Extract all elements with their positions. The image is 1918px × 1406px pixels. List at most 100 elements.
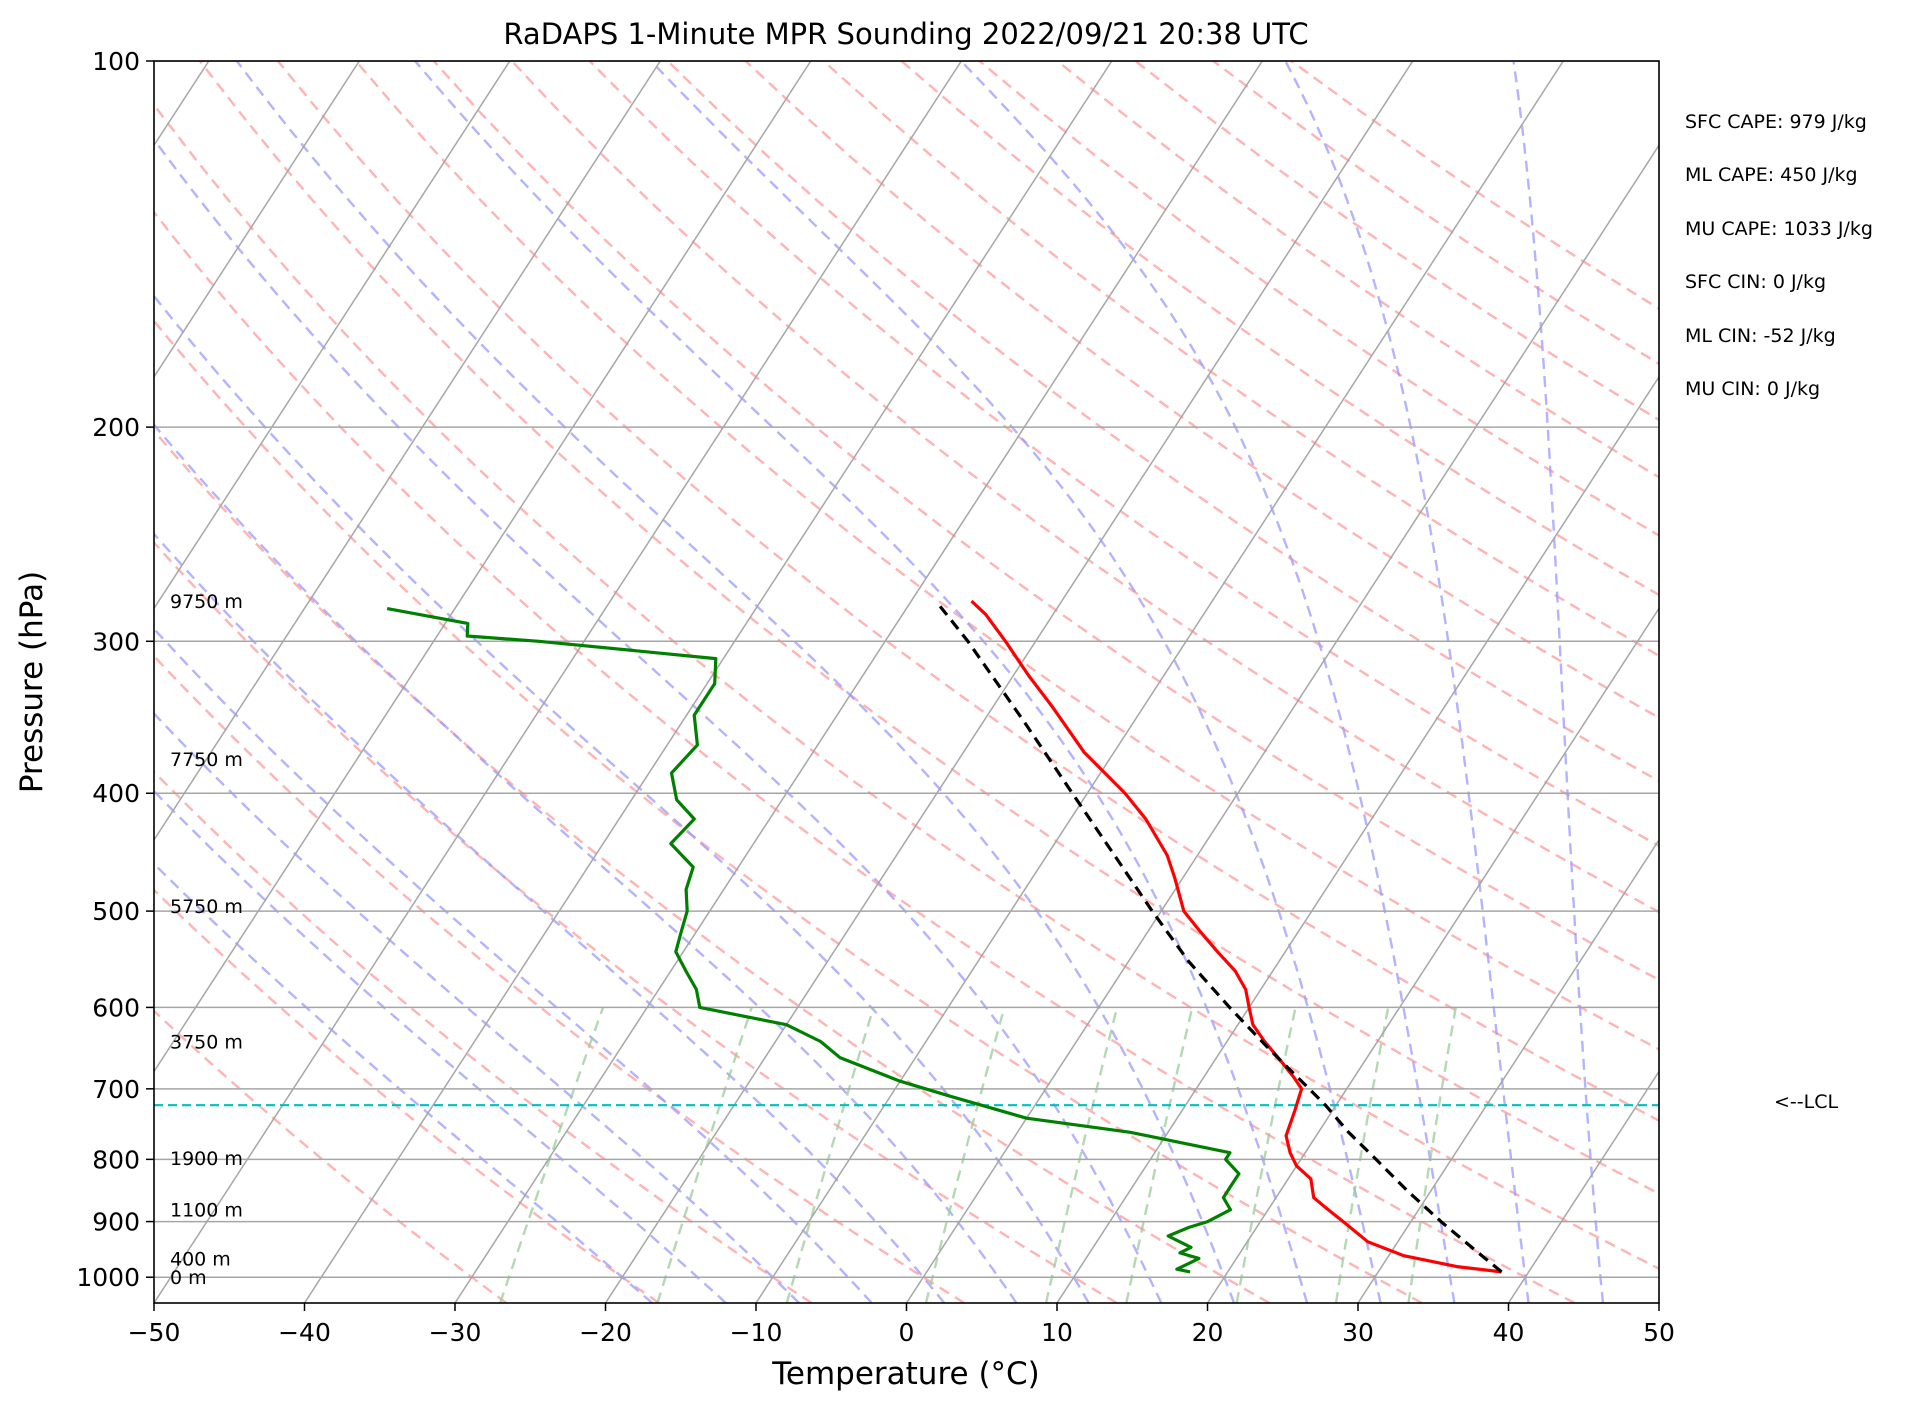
dry-adiabat: [154, 540, 1118, 1303]
dewpoint-line: [386, 607, 1241, 1274]
y-tick-label: 400: [92, 779, 140, 808]
dry-adiabat: [1212, 61, 1659, 366]
dry-adiabat: [744, 61, 1659, 720]
dry-adiabat: [198, 61, 1659, 1196]
mixing-ratio-line: [785, 1007, 875, 1303]
mixing-ratio-line: [1235, 1007, 1297, 1303]
isotherm: [604, 61, 1414, 1303]
isotherm: [1507, 1070, 1659, 1303]
mixing-ratio-line: [656, 1007, 753, 1303]
stat-sfc-cin: SFC CIN: 0 J/kg: [1685, 271, 1827, 293]
isotherm: [1206, 607, 1659, 1303]
x-tick-label: 10: [1041, 1318, 1073, 1347]
dry-adiabat: [978, 61, 1659, 537]
height-label: 1900 m: [170, 1148, 243, 1170]
y-tick-label: 500: [92, 897, 140, 926]
x-tick-label: 0: [899, 1318, 915, 1347]
height-label: 3750 m: [170, 1031, 243, 1053]
dry-adiabat: [822, 61, 1659, 658]
x-tick-label: −50: [128, 1318, 181, 1347]
y-tick-label: 1000: [76, 1263, 140, 1292]
stat-ml-cin: ML CIN: -52 J/kg: [1685, 325, 1836, 347]
dry-adiabat: [666, 61, 1659, 783]
y-tick-label: 200: [92, 413, 140, 442]
dry-adiabat: [1134, 61, 1659, 422]
x-tick-label: 50: [1643, 1318, 1675, 1347]
plot-grid: [154, 61, 1659, 1303]
moist-adiabat: [1284, 61, 1530, 1303]
y-tick-label: 600: [92, 993, 140, 1022]
x-axis-label: Temperature (°C): [771, 1356, 1040, 1392]
stat-ml-cape: ML CAPE: 450 J/kg: [1685, 164, 1858, 186]
isotherm: [154, 61, 812, 1073]
x-tick-label: 30: [1342, 1318, 1374, 1347]
dry-adiabat: [588, 61, 1659, 848]
height-label: 0 m: [170, 1267, 207, 1289]
plot-series: [154, 599, 1659, 1274]
parcel-line: [937, 603, 1503, 1274]
y-tick-label: 100: [92, 47, 140, 76]
x-tick-label: 40: [1493, 1318, 1525, 1347]
dry-adiabat: [354, 61, 1659, 1051]
mixing-ratio-line: [1407, 1007, 1457, 1303]
moist-adiabat: [154, 532, 946, 1303]
isotherm: [1658, 1301, 1659, 1303]
background-guide-lines: [154, 61, 1659, 1303]
y-tick-label: 800: [92, 1145, 140, 1174]
moist-adiabat: [154, 627, 873, 1303]
chart-title: RaDAPS 1-Minute MPR Sounding 2022/09/21 …: [503, 17, 1308, 51]
lcl-label: <--LCL: [1774, 1091, 1839, 1113]
height-label: 7750 m: [170, 749, 243, 771]
moist-adiabat: [235, 61, 1236, 1303]
y-tick-label: 900: [92, 1208, 140, 1237]
moist-adiabat: [154, 789, 727, 1303]
isotherm: [454, 61, 1263, 1303]
dry-adiabat: [154, 888, 660, 1303]
moist-adiabat: [960, 61, 1456, 1303]
y-tick-label: 700: [92, 1075, 140, 1104]
isotherm: [154, 61, 962, 1303]
moist-adiabat: [414, 61, 1309, 1303]
mixing-ratio-line: [1044, 1007, 1119, 1303]
isotherm: [154, 61, 360, 379]
dry-adiabat: [510, 61, 1659, 914]
height-label: 1100 m: [170, 1200, 243, 1222]
isotherm: [1357, 838, 1659, 1303]
dry-adiabat: [154, 210, 1576, 1303]
x-tick-label: −30: [429, 1318, 482, 1347]
stat-mu-cape: MU CAPE: 1033 J/kg: [1685, 218, 1873, 240]
mixing-ratio-line: [924, 1007, 1006, 1303]
mixing-ratio-line: [1125, 1007, 1194, 1303]
stat-sfc-cape: SFC CAPE: 979 J/kg: [1685, 111, 1867, 133]
dry-adiabat: [432, 61, 1659, 982]
isotherm: [154, 61, 661, 842]
stat-mu-cin: MU CIN: 0 J/kg: [1685, 378, 1821, 400]
moist-adiabat: [1512, 61, 1605, 1303]
mixing-ratio-line: [499, 1006, 605, 1303]
dry-adiabat: [154, 102, 1659, 1271]
dry-adiabat: [154, 429, 1270, 1303]
moist-adiabat: [154, 422, 1018, 1303]
temperature-line: [970, 599, 1502, 1274]
isotherm: [755, 61, 1564, 1303]
y-axis-label: Pressure (hPa): [14, 571, 50, 793]
isotherm: [905, 143, 1659, 1303]
moist-adiabat: [650, 61, 1382, 1303]
x-tick-label: −20: [579, 1318, 632, 1347]
height-label: 400 m: [170, 1248, 231, 1270]
x-tick-label: −10: [730, 1318, 783, 1347]
moist-adiabat: [154, 711, 800, 1303]
moist-adiabat: [154, 862, 653, 1303]
x-tick-label: −40: [278, 1318, 331, 1347]
dry-adiabat: [154, 654, 965, 1303]
dry-adiabat: [154, 319, 1423, 1303]
plot-frame: [153, 60, 1660, 1304]
isotherm: [1056, 375, 1659, 1303]
moist-adiabat: [154, 294, 1090, 1303]
moist-adiabat: [154, 137, 1163, 1303]
isotherm: [154, 61, 511, 610]
dry-adiabat: [900, 61, 1659, 597]
dry-adiabat: [276, 61, 1659, 1122]
